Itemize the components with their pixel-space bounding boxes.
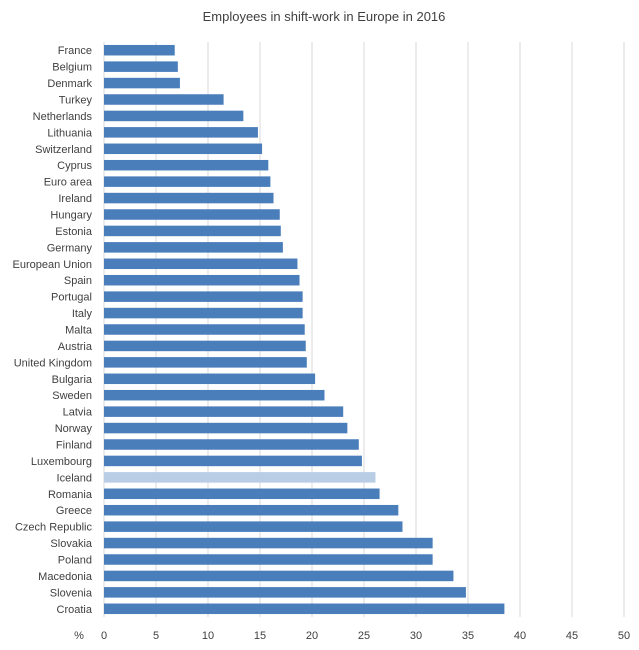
bar: [104, 603, 505, 615]
bar: [104, 537, 433, 549]
bar: [104, 94, 224, 105]
category-label: Finland: [56, 440, 92, 452]
category-label: Denmark: [47, 78, 92, 90]
category-label: Luxembourg: [31, 456, 92, 468]
bar: [104, 192, 274, 204]
bar: [104, 291, 303, 302]
category-label: Euro area: [44, 177, 93, 189]
bar: [104, 488, 380, 500]
bar: [104, 504, 399, 516]
category-label: European Union: [12, 259, 92, 271]
category-label: Italy: [72, 308, 93, 320]
x-tick-label: 40: [514, 630, 526, 642]
bar: [104, 209, 280, 220]
category-label: France: [58, 45, 92, 57]
bar: [104, 274, 300, 286]
bar: [104, 373, 316, 385]
bar: [104, 357, 307, 368]
bar: [104, 307, 303, 319]
bar: [104, 77, 180, 89]
bar: [104, 406, 344, 417]
category-label: Malta: [65, 325, 93, 337]
bar: [104, 159, 269, 171]
bar: [104, 521, 403, 532]
x-tick-label: 10: [202, 630, 214, 642]
chart-title: Employees in shift-work in Europe in 201…: [203, 9, 446, 24]
category-label: Estonia: [55, 226, 93, 238]
bar: [104, 143, 263, 155]
bar: [104, 439, 359, 450]
bar: [104, 44, 175, 56]
category-label: United Kingdom: [14, 357, 92, 369]
category-label: Norway: [55, 423, 93, 435]
bar: [104, 127, 258, 138]
bar: [104, 258, 298, 270]
category-label: Belgium: [52, 62, 92, 74]
category-label: Slovakia: [50, 538, 92, 550]
x-tick-label: 30: [410, 630, 422, 642]
x-tick-label: 25: [358, 630, 370, 642]
bar: [104, 587, 466, 598]
category-label: Hungary: [50, 210, 92, 222]
category-label: Switzerland: [35, 144, 92, 156]
x-tick-label: 35: [462, 630, 474, 642]
category-label: Austria: [58, 341, 93, 353]
category-label: Germany: [47, 242, 93, 254]
bar: [104, 61, 178, 72]
category-label: Romania: [48, 489, 93, 501]
bar: [104, 242, 283, 253]
category-label: Cyprus: [57, 160, 92, 172]
category-label: Slovenia: [50, 587, 93, 599]
category-label: Netherlands: [33, 111, 93, 123]
category-label: Poland: [58, 555, 92, 567]
bar: [104, 340, 306, 352]
category-label: Portugal: [51, 292, 92, 304]
category-label: Czech Republic: [15, 522, 93, 534]
bar: [104, 389, 325, 401]
category-label: Latvia: [63, 407, 93, 419]
bar: [104, 554, 433, 565]
category-label: Iceland: [57, 472, 92, 484]
bars: [104, 44, 505, 615]
x-tick-label: 5: [153, 630, 159, 642]
category-label: Macedonia: [38, 571, 93, 583]
x-tick-label: 50: [618, 630, 630, 642]
bar: [104, 110, 244, 122]
bar: [104, 455, 362, 467]
gridlines: [103, 42, 625, 617]
bar: [104, 570, 454, 582]
category-label: Lithuania: [47, 127, 93, 139]
category-label: Greece: [56, 505, 92, 517]
bar: [104, 422, 348, 434]
x-tick-label: 15: [254, 630, 266, 642]
category-label: Turkey: [59, 95, 93, 107]
bar: [104, 176, 271, 187]
bar: [104, 324, 305, 335]
bar: [104, 225, 281, 237]
x-axis-unit-label: %: [74, 630, 84, 642]
category-label: Spain: [64, 275, 92, 287]
x-tick-label: 20: [306, 630, 318, 642]
x-axis-tick-labels: 0 5 10 15 20 25 30 35 40 45 50: [101, 630, 630, 642]
category-labels: France Belgium Denmark Turkey Netherlands Lit…: [12, 45, 92, 616]
x-tick-label: 45: [566, 630, 578, 642]
category-label: Bulgaria: [52, 374, 93, 386]
x-tick-label: 0: [101, 630, 107, 642]
category-label: Ireland: [58, 193, 92, 205]
category-label: Croatia: [57, 604, 93, 616]
bar: [104, 472, 376, 483]
category-label: Sweden: [52, 390, 92, 402]
